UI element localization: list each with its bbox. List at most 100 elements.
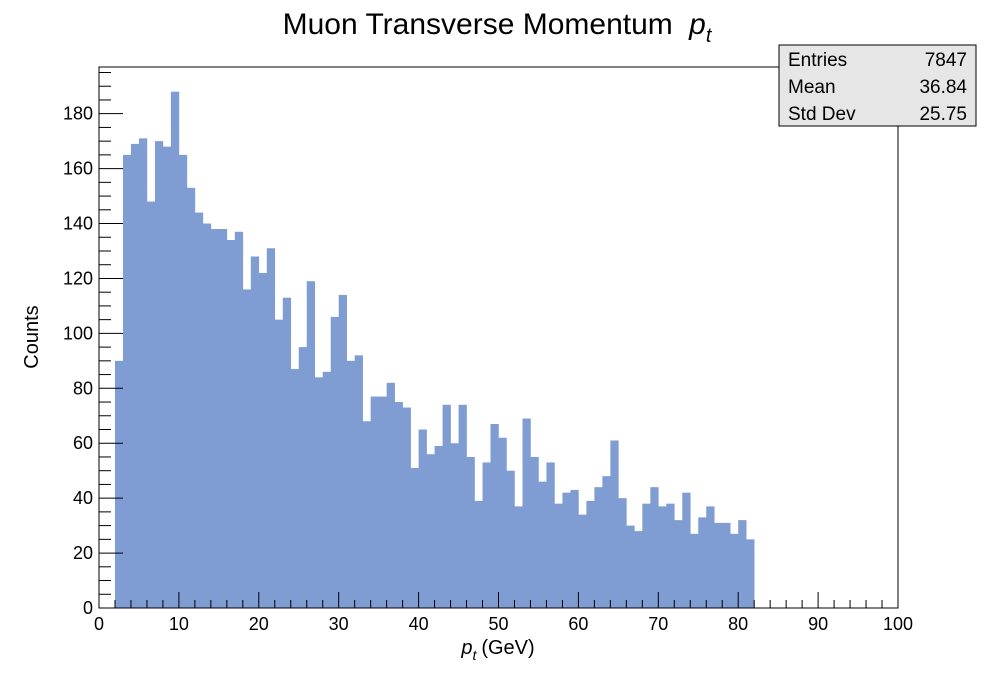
y-tick-label: 60 xyxy=(73,433,93,453)
x-tick-label: 80 xyxy=(728,614,748,634)
chart-title-symbol-sub: t xyxy=(706,25,713,47)
x-axis-label-unit: (GeV) xyxy=(481,637,534,659)
histogram-bar xyxy=(482,462,491,608)
histogram-bar xyxy=(506,470,515,608)
chart-title-symbol: p xyxy=(688,8,706,41)
y-tick-label: 0 xyxy=(83,598,93,618)
y-tick-labels: 0 20 40 60 80 100 120 140 160 180 xyxy=(63,104,93,618)
histogram-bar xyxy=(386,382,395,608)
axis-ticks xyxy=(98,71,899,609)
histogram-bar xyxy=(426,454,435,608)
stats-box: Entries 7847 Mean 36.84 Std Dev 25.75 xyxy=(778,44,977,127)
chart-title: Muon Transverse Momentum pt xyxy=(283,8,713,47)
histogram-bar xyxy=(562,492,571,608)
histogram-bar xyxy=(258,272,268,608)
y-axis-label: Counts xyxy=(21,305,43,368)
histogram-bars xyxy=(114,91,755,609)
histogram-bar xyxy=(538,481,547,608)
x-tick-label: 70 xyxy=(648,614,668,634)
histogram-bar xyxy=(706,506,715,608)
y-tick-label: 80 xyxy=(73,378,93,398)
histogram-bar xyxy=(138,138,148,609)
y-tick-label: 120 xyxy=(63,268,93,288)
x-tick-label: 60 xyxy=(568,614,588,634)
histogram-bar xyxy=(330,316,339,608)
histogram-bar xyxy=(474,500,483,608)
histogram-bar xyxy=(514,506,523,608)
histogram-bar xyxy=(354,355,363,608)
histogram-bar xyxy=(378,396,387,608)
histogram-bar xyxy=(458,404,467,608)
histogram-bar xyxy=(682,492,691,608)
histogram-bar xyxy=(594,487,603,608)
stats-mean-label: Mean xyxy=(788,77,836,98)
histogram-bar xyxy=(666,503,675,608)
stats-stddev-label: Std Dev xyxy=(788,104,856,125)
histogram-bar xyxy=(250,256,260,608)
histogram-bar xyxy=(194,212,204,608)
histogram-bar xyxy=(634,531,643,608)
histogram-bar xyxy=(602,476,611,608)
histogram-bar xyxy=(418,429,427,608)
histogram-bar xyxy=(626,525,635,608)
histogram-bar xyxy=(178,154,188,608)
stats-mean-value: 36.84 xyxy=(919,77,967,98)
histogram-bar xyxy=(522,418,531,608)
histogram-bar xyxy=(442,404,451,608)
histogram-bar xyxy=(434,445,443,608)
x-tick-label: 50 xyxy=(488,614,508,634)
histogram-bar xyxy=(226,240,236,609)
stats-entries-value: 7847 xyxy=(925,50,967,71)
histogram-bar xyxy=(362,421,371,608)
histogram-bar xyxy=(578,514,587,608)
histogram-bar xyxy=(306,281,316,608)
x-tick-label: 10 xyxy=(169,614,189,634)
histogram-bar xyxy=(610,440,619,608)
histogram-bar xyxy=(738,520,747,608)
histogram-bar xyxy=(314,377,324,608)
x-axis-label: pt (GeV) xyxy=(460,637,534,663)
y-tick-label: 40 xyxy=(73,488,93,508)
histogram-bar xyxy=(714,522,723,608)
histogram-bar xyxy=(170,91,180,608)
histogram-bar xyxy=(338,294,347,608)
y-tick-label: 100 xyxy=(63,323,93,343)
histogram-bar xyxy=(298,347,308,608)
x-tick-label: 100 xyxy=(883,614,913,634)
histogram-bar xyxy=(162,146,172,608)
histogram-bar xyxy=(322,371,332,608)
histogram-bar xyxy=(346,360,355,608)
histogram-bar xyxy=(490,424,499,608)
x-tick-label: 20 xyxy=(249,614,269,634)
histogram-bar xyxy=(154,141,164,608)
histogram-bar xyxy=(450,443,459,608)
histogram-bar xyxy=(242,289,252,608)
histogram-bar xyxy=(466,456,475,608)
histogram-bar xyxy=(410,467,419,608)
histogram-bar xyxy=(290,369,300,608)
histogram-bar xyxy=(546,462,555,608)
histogram-bar xyxy=(114,360,124,608)
histogram-bar xyxy=(658,506,667,608)
stats-entries-label: Entries xyxy=(788,50,847,71)
chart-title-text: Muon Transverse Momentum xyxy=(283,8,673,41)
histogram-bar xyxy=(234,231,244,608)
y-tick-label: 20 xyxy=(73,543,93,563)
x-tick-label: 30 xyxy=(329,614,349,634)
histogram-bar xyxy=(746,539,755,608)
histogram-bar xyxy=(690,533,699,608)
histogram-bar xyxy=(554,503,563,608)
histogram-bar xyxy=(266,248,276,609)
histogram-bar xyxy=(402,407,411,608)
histogram-bar xyxy=(218,229,228,608)
histogram-bar xyxy=(530,456,539,608)
x-axis-label-symbol: p xyxy=(460,637,472,659)
y-tick-label: 180 xyxy=(63,104,93,124)
histogram-bar xyxy=(618,498,627,608)
y-tick-label: 160 xyxy=(63,159,93,179)
histogram-bar xyxy=(274,319,284,608)
histogram-bar xyxy=(282,297,292,608)
histogram-bar xyxy=(722,522,731,608)
histogram-bar xyxy=(642,503,651,608)
